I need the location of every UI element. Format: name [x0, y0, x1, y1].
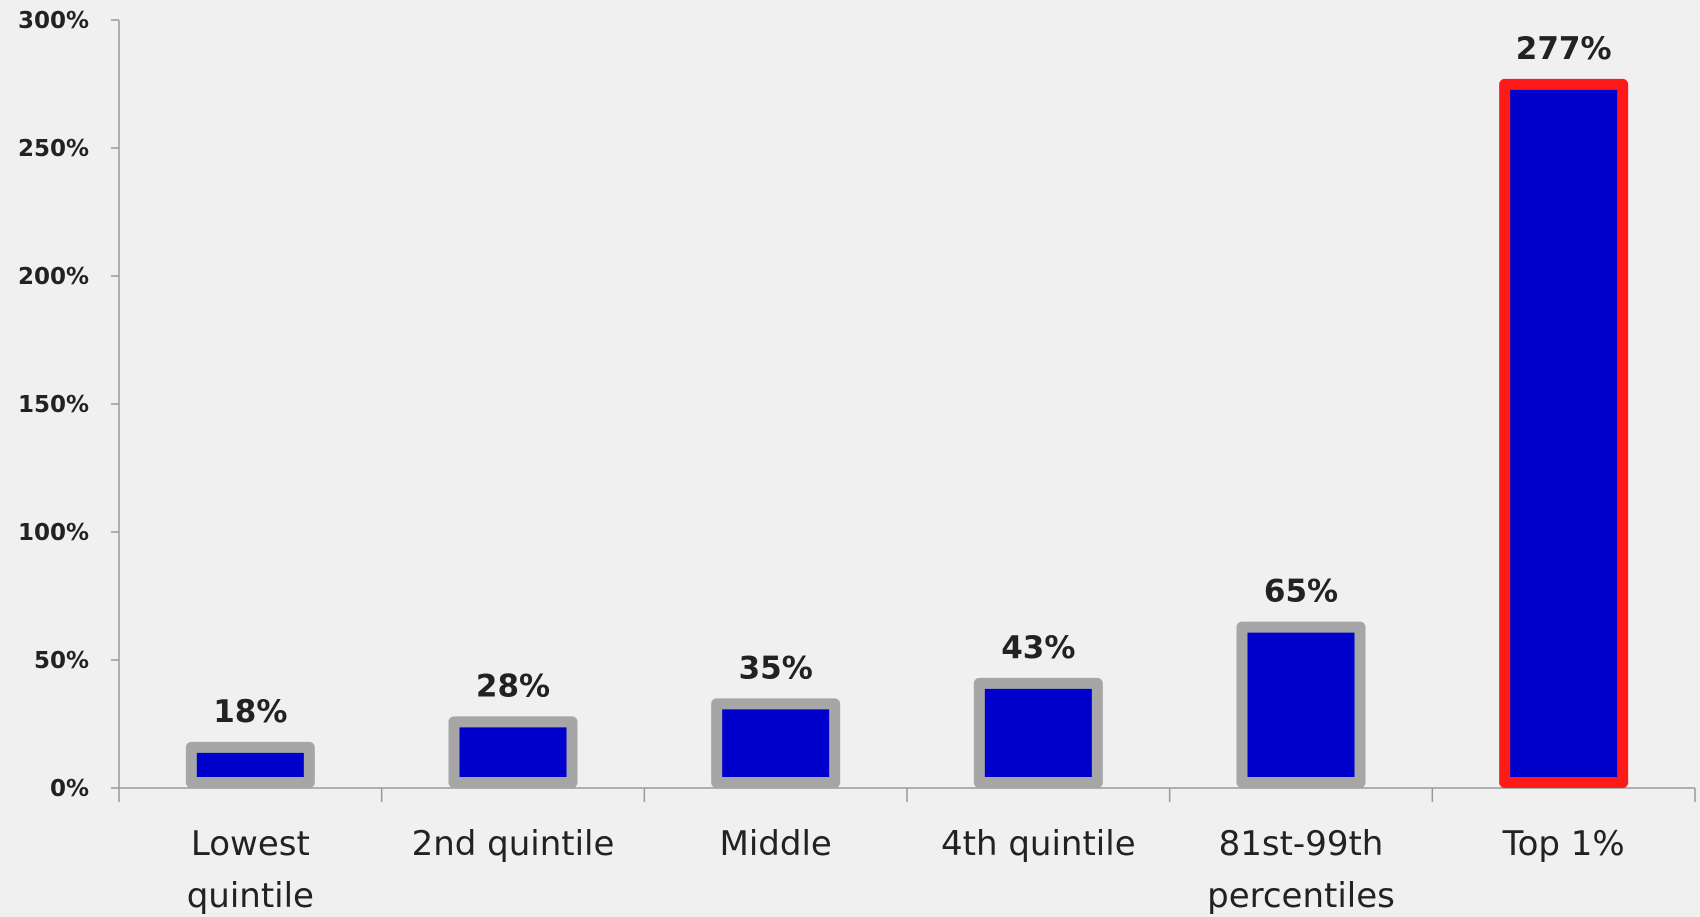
data-label: 28% [476, 668, 550, 704]
bars [185, 78, 1629, 789]
x-tick-label: 2nd quintile [412, 824, 615, 864]
bar [448, 716, 578, 789]
data-labels: 18% 28% 35% 43% 65% 277% [213, 31, 1611, 730]
y-axis: 0% 50% 100% 150% 200% 250% 300% [18, 8, 120, 802]
y-tick-label: 100% [18, 520, 89, 546]
y-tick-label: 300% [18, 8, 89, 34]
x-tick-label: Lowest [191, 824, 310, 864]
y-tick-label: 150% [18, 392, 89, 418]
y-tick-label: 250% [18, 136, 89, 162]
x-tick-label: quintile [187, 876, 314, 916]
x-axis: Lowest quintile 2nd quintile Middle 4th quin… [118, 787, 1696, 916]
bar [973, 677, 1103, 788]
x-tick-label: 4th quintile [941, 824, 1136, 864]
y-tick-label: 200% [18, 264, 89, 290]
data-label: 35% [739, 650, 813, 686]
data-label: 277% [1516, 31, 1612, 67]
x-tick-label: Middle [720, 824, 832, 864]
data-label: 43% [1001, 630, 1075, 666]
bar [1236, 621, 1366, 788]
data-label: 18% [213, 694, 287, 730]
bar [185, 741, 315, 788]
bar [1499, 78, 1629, 788]
x-tick-label: Top 1% [1502, 824, 1625, 864]
x-tick-label: 81st-99th [1219, 824, 1384, 864]
x-tick-label: percentiles [1207, 876, 1395, 916]
data-label: 65% [1264, 574, 1338, 610]
y-tick-label: 50% [34, 648, 89, 674]
bar [711, 698, 841, 789]
y-tick-label: 0% [50, 776, 89, 802]
